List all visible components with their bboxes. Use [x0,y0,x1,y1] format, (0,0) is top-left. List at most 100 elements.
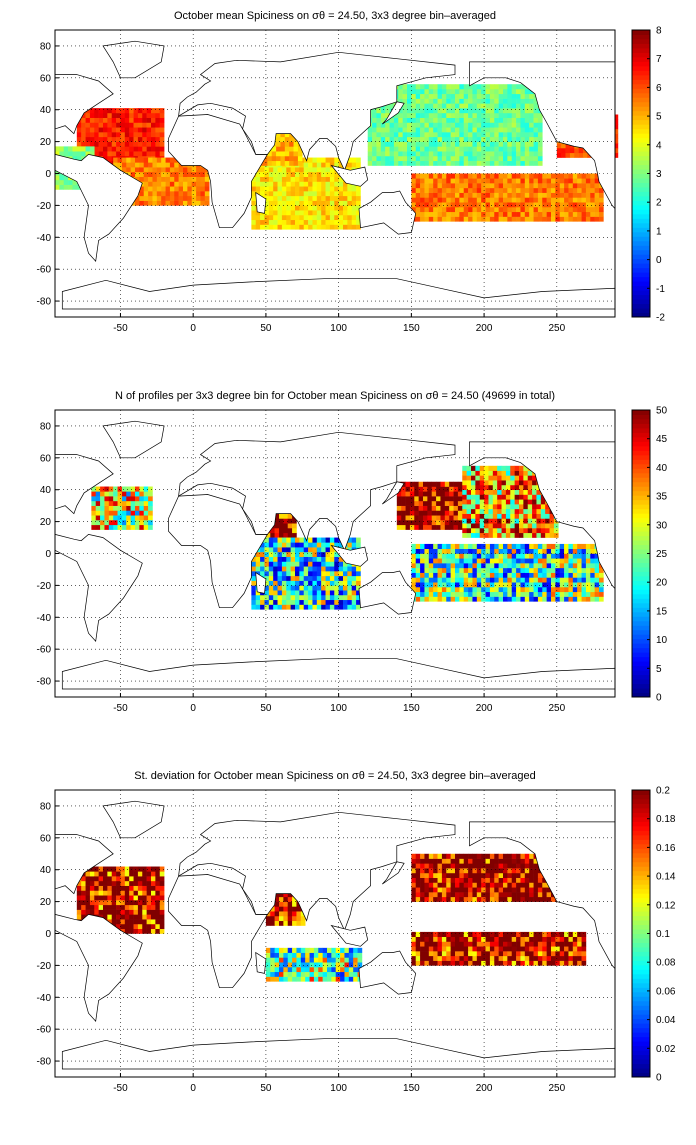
data-cell [595,183,600,188]
data-cell [112,914,117,919]
data-cell [116,867,121,872]
data-cell [264,181,269,186]
data-cell [122,501,127,506]
data-cell [317,215,322,220]
data-cell [464,212,469,217]
data-cell [451,863,456,868]
data-cell [480,495,485,500]
data-cell [538,178,543,183]
data-cell [471,480,476,485]
data-cell [551,188,556,193]
data-cell [534,892,539,897]
data-cell [494,873,499,878]
data-cell [308,181,313,186]
data-cell [433,161,438,166]
data-cell [481,956,486,961]
data-cell [582,217,587,222]
data-cell [481,577,486,582]
data-cell [269,181,274,186]
data-cell [174,196,179,201]
data-cell [90,895,95,900]
data-cell [411,183,416,188]
data-cell [451,188,456,193]
data-cell [459,941,464,946]
data-cell [515,466,520,471]
data-cell [481,558,486,563]
data-cell [433,212,438,217]
data-cell [481,197,486,202]
data-cell [438,587,443,592]
data-cell [445,510,450,515]
data-cell [442,212,447,217]
data-cell [438,132,443,137]
data-cell [590,577,595,582]
data-cell [480,480,485,485]
data-cell [516,863,521,868]
data-cell [295,561,300,566]
data-cell [534,178,539,183]
data-cell [555,937,560,942]
data-cell [91,501,96,506]
data-cell [273,590,278,595]
data-cell [321,595,326,600]
data-cell [283,533,288,538]
data-cell [484,485,489,490]
x-tick-label: 150 [403,703,420,714]
data-cell [512,946,517,951]
data-cell [397,515,402,520]
data-cell [278,196,283,201]
data-cell [525,197,530,202]
data-cell [486,544,491,549]
data-cell [264,557,269,562]
data-cell [538,961,543,966]
data-cell [438,868,443,873]
data-cell [459,587,464,592]
data-cell [147,142,152,147]
data-cell [416,132,421,137]
data-cell [424,549,429,554]
data-cell [497,475,502,480]
data-cell [424,127,429,132]
data-cell [139,487,144,492]
data-cell [104,506,109,511]
data-cell [547,941,552,946]
data-cell [577,937,582,942]
data-cell [144,167,149,172]
data-cell [446,174,451,179]
data-cell [599,587,604,592]
colorbar-segment [632,432,650,437]
colorbar-segment [632,66,650,71]
data-cell [196,196,201,201]
data-cell [321,571,326,576]
data-cell [411,878,416,883]
data-cell [148,491,153,496]
data-cell [304,552,309,557]
data-cell [568,941,573,946]
data-cell [438,573,443,578]
data-cell [538,887,543,892]
y-tick-label: -80 [37,297,52,308]
data-cell [312,205,317,210]
colorbar-segment [632,156,650,161]
data-cell [398,127,403,132]
data-cell [282,566,287,571]
data-cell [77,127,82,132]
data-cell [459,212,464,217]
data-cell [525,207,530,212]
data-cell [416,94,421,99]
data-cell [138,871,143,876]
data-cell [472,956,477,961]
data-cell [475,471,480,476]
data-cell [86,122,91,127]
data-cell [138,132,143,137]
data-cell [528,490,533,495]
data-cell [503,558,508,563]
data-cell [116,910,121,915]
data-cell [326,201,331,206]
data-cell [516,108,521,113]
data-cell [343,191,348,196]
data-cell [503,868,508,873]
data-cell [109,491,114,496]
data-cell [471,499,476,504]
data-cell [486,878,491,883]
